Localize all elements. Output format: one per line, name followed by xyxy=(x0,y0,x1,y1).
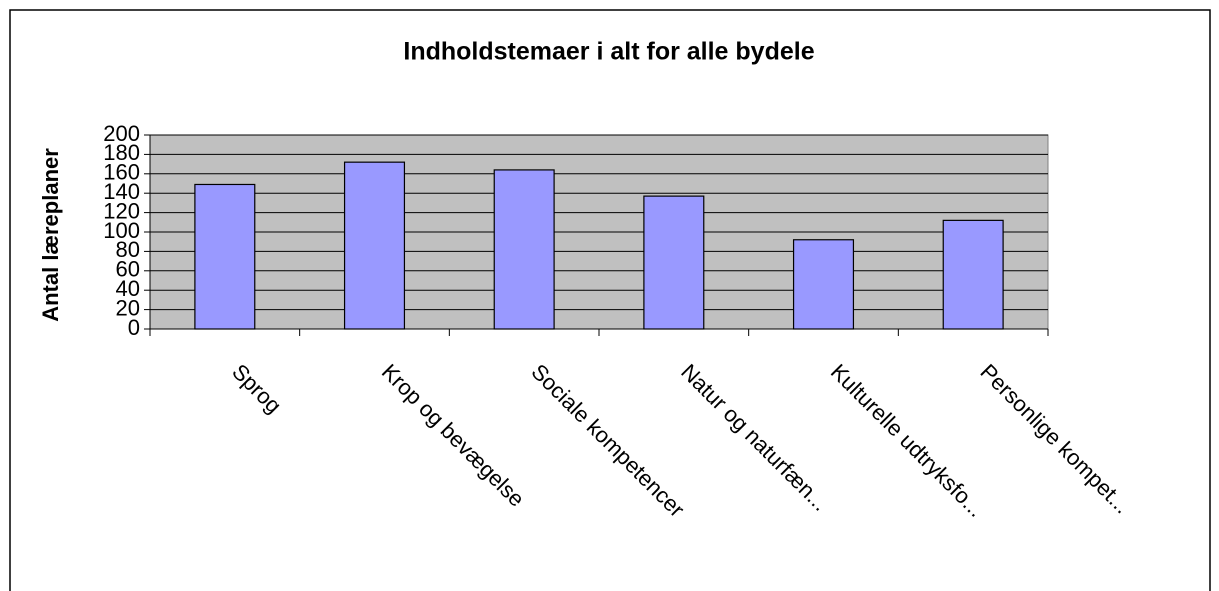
y-tick-label: 40 xyxy=(116,276,140,301)
y-tick-label: 0 xyxy=(128,315,140,340)
y-tick-label: 200 xyxy=(103,121,140,146)
bar xyxy=(643,195,705,330)
bar xyxy=(942,219,1004,330)
y-tick-label: 60 xyxy=(116,257,140,282)
x-tick-label: Sprog xyxy=(227,359,286,418)
bar xyxy=(792,239,855,330)
x-tick-label: Kulturelle udtryksfo... xyxy=(826,359,989,522)
bar xyxy=(343,161,406,330)
y-tick-label: 20 xyxy=(116,295,140,320)
x-tick-label: Krop og bevægelse xyxy=(377,359,530,512)
bar xyxy=(493,169,555,330)
y-tick-label: 120 xyxy=(103,198,140,223)
y-tick-label: 180 xyxy=(103,140,140,165)
y-tick-label: 80 xyxy=(116,237,140,262)
x-tick-label: Natur og naturfæn... xyxy=(676,359,833,516)
x-tick-label: Sociale kompetencer xyxy=(527,359,690,522)
chart-frame xyxy=(9,9,1211,591)
y-tick-label: 160 xyxy=(103,160,140,185)
y-axis-title: Antal læreplaner xyxy=(38,148,63,322)
y-tick-label: 140 xyxy=(103,179,140,204)
x-tick-label: Personlige kompet... xyxy=(976,359,1135,518)
chart-title: Indholdstemaer i alt for alle bydele xyxy=(403,38,814,66)
bar xyxy=(194,183,256,330)
y-tick-label: 100 xyxy=(103,218,140,243)
